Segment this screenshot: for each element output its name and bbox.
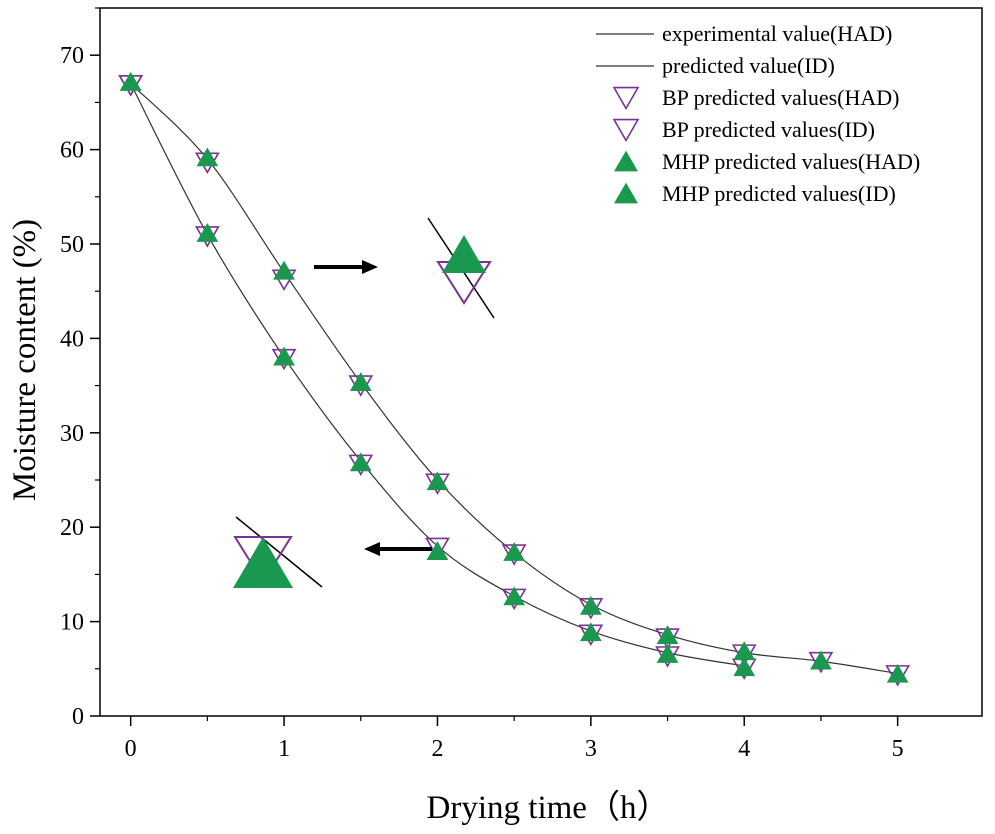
mhp-marker bbox=[426, 541, 449, 560]
zoom-arrow-left-head bbox=[364, 542, 380, 556]
x-tick-label: 0 bbox=[125, 736, 137, 762]
legend-label: MHP predicted values(ID) bbox=[662, 181, 896, 206]
x-tick-label: 3 bbox=[585, 736, 597, 762]
mhp-marker bbox=[426, 471, 449, 491]
zoom-line-ID bbox=[235, 516, 323, 588]
legend-bp-swatch bbox=[612, 86, 640, 110]
mhp-marker bbox=[349, 372, 372, 391]
mhp-marker bbox=[503, 542, 526, 561]
x-tick-label: 5 bbox=[892, 736, 904, 762]
y-tick-label: 50 bbox=[60, 232, 84, 258]
y-axis-title: Moisture content (%) bbox=[7, 219, 43, 501]
y-tick-label: 70 bbox=[60, 43, 84, 69]
zoom-mhp-marker-HAD bbox=[442, 235, 486, 273]
x-tick-label: 4 bbox=[738, 736, 750, 762]
x-tick-label: 2 bbox=[431, 736, 443, 762]
mhp-marker bbox=[273, 346, 295, 366]
mhp-marker bbox=[503, 586, 526, 606]
legend-label: BP predicted values(HAD) bbox=[662, 85, 899, 110]
zoom-arrow-right-head bbox=[362, 260, 378, 274]
legend-label: experimental value(HAD) bbox=[662, 21, 892, 46]
y-tick-label: 10 bbox=[60, 610, 84, 636]
y-tick-label: 40 bbox=[60, 326, 84, 352]
y-tick-label: 20 bbox=[60, 515, 84, 541]
mhp-marker bbox=[273, 260, 295, 280]
y-tick-label: 30 bbox=[60, 421, 84, 447]
legend: experimental value(HAD) predicted value(I… bbox=[596, 21, 920, 206]
mhp-marker bbox=[119, 71, 142, 91]
mhp-marker bbox=[196, 147, 219, 167]
mhp-marker bbox=[886, 663, 909, 683]
y-tick-label: 0 bbox=[72, 704, 84, 730]
zoom-mhp-marker-ID bbox=[233, 537, 293, 588]
x-tick-label: 1 bbox=[278, 736, 290, 762]
legend-bp-swatch bbox=[612, 118, 640, 142]
mhp-marker bbox=[196, 223, 219, 242]
y-tick-label: 60 bbox=[60, 138, 84, 164]
legend-label: BP predicted values(ID) bbox=[662, 117, 875, 142]
plot-frame bbox=[99, 7, 983, 717]
mhp-marker bbox=[349, 452, 372, 472]
legend-label: predicted value(ID) bbox=[662, 53, 835, 78]
x-axis-title: Drying time（h） bbox=[427, 790, 670, 826]
mhp-marker bbox=[733, 657, 756, 677]
mhp-marker bbox=[656, 644, 679, 663]
mhp-marker bbox=[579, 595, 602, 615]
mhp-marker bbox=[579, 622, 602, 642]
series-line-1 bbox=[130, 83, 745, 667]
legend-label: MHP predicted values(HAD) bbox=[662, 149, 920, 174]
zoom-insets bbox=[233, 217, 495, 588]
legend-mhp-swatch bbox=[614, 150, 638, 172]
legend-mhp-swatch bbox=[614, 182, 638, 204]
plot-area bbox=[118, 71, 911, 687]
mhp-marker bbox=[810, 650, 832, 670]
mhp-marker bbox=[656, 625, 679, 644]
